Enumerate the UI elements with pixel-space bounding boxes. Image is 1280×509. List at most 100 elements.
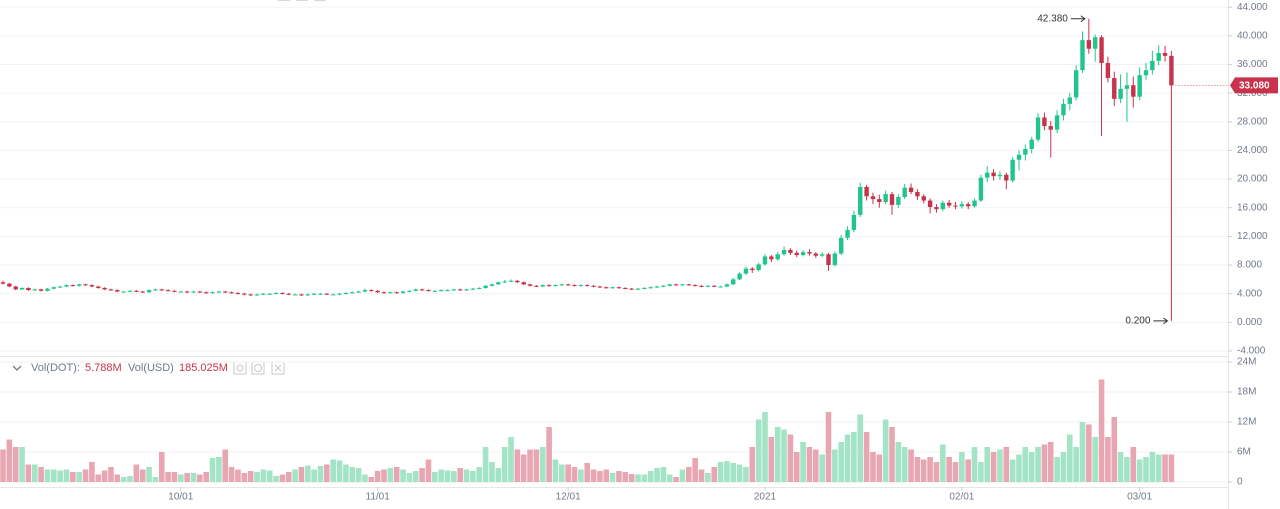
candle-body	[1156, 53, 1161, 61]
candle-body	[1035, 117, 1041, 140]
volume-bar	[482, 447, 489, 482]
volume-bar	[317, 466, 324, 482]
volume-bar	[101, 470, 108, 482]
volume-bar	[876, 454, 883, 482]
volume-bar	[1098, 379, 1105, 482]
volume-bar	[1022, 447, 1029, 482]
last-price-tag	[1230, 77, 1278, 94]
candle-body	[864, 186, 869, 197]
candle-body	[165, 290, 171, 292]
candle-body	[1099, 37, 1104, 64]
candle-body	[394, 292, 399, 294]
collapse-toggle[interactable]	[12, 365, 22, 371]
volume-bar	[44, 469, 51, 482]
volume-bar	[387, 468, 394, 482]
volume-bar	[787, 434, 794, 482]
volume-bar	[152, 477, 159, 482]
candle-body	[178, 291, 183, 293]
candle-body	[400, 291, 406, 293]
volume-bar	[76, 472, 82, 482]
volume-bar	[254, 472, 260, 482]
volume-bar	[425, 459, 432, 482]
volume-bar	[959, 452, 965, 482]
candle-body	[32, 289, 37, 291]
volume-bar	[222, 449, 229, 482]
candle-body	[889, 194, 895, 205]
volume-bar	[1130, 447, 1137, 482]
candle-body	[750, 268, 755, 271]
candle-body	[991, 172, 996, 177]
candle-body	[13, 286, 18, 290]
volume-bar	[717, 462, 724, 482]
candle-body	[826, 254, 831, 266]
volume-bar	[406, 473, 413, 482]
volume-bar	[724, 461, 730, 482]
candle-body	[153, 289, 158, 291]
volume-bar	[622, 472, 629, 482]
y-tick-label: 16.000	[1237, 202, 1268, 213]
candle-body	[915, 191, 920, 197]
candle-body	[191, 291, 196, 293]
volume-bar	[1086, 424, 1092, 482]
volume-bar	[279, 474, 286, 482]
volume-bar	[978, 462, 984, 482]
volume-bar	[965, 459, 971, 482]
volume-bar	[1009, 459, 1016, 482]
candle-body	[292, 294, 298, 296]
candle-body	[299, 294, 304, 296]
candle-body	[146, 290, 152, 293]
volume-bar	[247, 471, 254, 482]
candle-body	[896, 196, 901, 205]
candle-body	[1086, 40, 1092, 49]
candle-body	[273, 292, 279, 294]
candle-body	[762, 256, 768, 265]
volume-bar	[768, 437, 775, 482]
candle-body	[19, 287, 25, 290]
volume-bar	[679, 469, 686, 482]
candle-body	[140, 291, 145, 293]
volume-bar	[203, 472, 209, 482]
volume-bar	[1149, 452, 1156, 482]
toolbar-stub	[278, 0, 326, 1]
volume-bar	[603, 469, 610, 482]
volume-bar	[647, 471, 654, 482]
candle-body	[451, 289, 457, 291]
y-tick-label: 12M	[1237, 417, 1256, 428]
candle-body	[946, 202, 952, 206]
volume-bar	[946, 457, 952, 482]
y-tick-label: 4.000	[1237, 288, 1262, 299]
volume-bar	[70, 472, 76, 482]
candle-body	[597, 286, 603, 288]
volume-bar	[508, 437, 514, 482]
volume-bar	[990, 452, 997, 482]
candles	[0, 18, 1174, 321]
volume-bar	[584, 463, 590, 482]
x-tick-label: 03/01	[1127, 492, 1152, 503]
candle-body	[413, 289, 418, 291]
volume-bar	[698, 469, 705, 482]
x-tick-label: 10/01	[168, 492, 193, 503]
volume-bar	[1105, 437, 1111, 482]
candle-body	[870, 196, 876, 200]
volume-bar	[908, 449, 914, 482]
candle-body	[305, 294, 310, 296]
volume-bar	[1079, 422, 1086, 482]
close-icon	[274, 364, 282, 372]
candle-body	[997, 174, 1003, 177]
volume-bar	[343, 464, 349, 482]
volume-bar	[1035, 447, 1041, 482]
candle-body	[718, 286, 723, 288]
volume-bar	[927, 457, 933, 482]
candle-body	[248, 294, 253, 296]
volume-bar	[285, 472, 292, 482]
volume-bar	[546, 427, 552, 482]
toolbar-icon	[278, 0, 290, 1]
candle-body	[64, 285, 69, 287]
candle-body	[318, 293, 323, 295]
volume-bar	[660, 467, 667, 482]
visibility-icon	[236, 364, 244, 372]
candle-body	[261, 293, 266, 295]
candle-body	[1042, 117, 1047, 127]
annotation-label: 0.200	[1125, 316, 1150, 327]
